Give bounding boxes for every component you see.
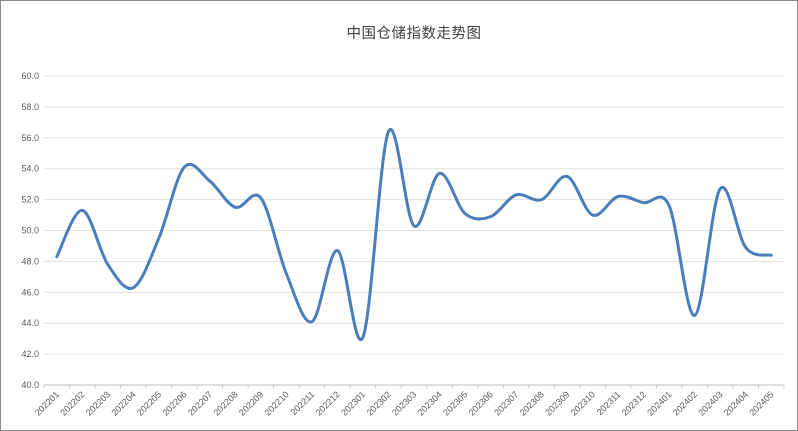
svg-text:202309: 202309: [543, 389, 571, 417]
x-axis-ticks: [43, 385, 785, 389]
svg-text:202305: 202305: [441, 389, 469, 417]
svg-text:44.0: 44.0: [21, 318, 39, 328]
svg-text:202405: 202405: [747, 389, 775, 417]
svg-text:202203: 202203: [84, 389, 112, 417]
svg-text:202206: 202206: [160, 389, 188, 417]
svg-text:202307: 202307: [492, 389, 520, 417]
index-line-series: [55, 127, 773, 342]
svg-text:52.0: 52.0: [21, 195, 39, 205]
y-axis-labels: 40.0 42.0 44.0 46.0 48.0 50.0 52.0 54.0 56.0 58.0…: [21, 71, 39, 390]
svg-text:48.0: 48.0: [21, 256, 39, 266]
svg-text:46.0: 46.0: [21, 287, 39, 297]
svg-text:202208: 202208: [211, 389, 239, 417]
svg-text:202210: 202210: [263, 389, 291, 417]
svg-text:202205: 202205: [135, 389, 163, 417]
x-axis: [43, 384, 785, 389]
svg-text:60.0: 60.0: [21, 71, 39, 81]
svg-text:202306: 202306: [467, 389, 495, 417]
chart-title: 中国仓储指数走势图: [346, 26, 482, 42]
svg-text:202308: 202308: [518, 389, 546, 417]
svg-text:202310: 202310: [569, 389, 597, 417]
svg-text:202301: 202301: [339, 389, 367, 417]
svg-text:202311: 202311: [595, 389, 623, 417]
svg-text:202211: 202211: [289, 389, 317, 417]
svg-text:202403: 202403: [696, 389, 724, 417]
svg-text:202204: 202204: [109, 389, 137, 417]
svg-text:50.0: 50.0: [21, 226, 39, 236]
svg-text:202201: 202201: [33, 389, 61, 417]
svg-text:202303: 202303: [390, 389, 418, 417]
svg-text:202402: 202402: [671, 389, 699, 417]
x-axis-labels: 2022012022022022032022042022052022062022…: [33, 389, 776, 417]
svg-text:58.0: 58.0: [21, 102, 39, 112]
svg-text:202212: 202212: [314, 389, 342, 417]
svg-text:54.0: 54.0: [21, 164, 39, 174]
svg-text:202404: 202404: [722, 389, 750, 417]
svg-text:202207: 202207: [186, 389, 214, 417]
svg-text:56.0: 56.0: [21, 133, 39, 143]
svg-text:42.0: 42.0: [21, 349, 39, 359]
svg-text:202304: 202304: [416, 389, 444, 417]
gridlines: [44, 75, 784, 355]
svg-text:202209: 202209: [237, 389, 265, 417]
svg-text:202302: 202302: [365, 389, 393, 417]
svg-text:202312: 202312: [620, 389, 648, 417]
svg-text:202401: 202401: [645, 389, 673, 417]
svg-text:202202: 202202: [58, 389, 86, 417]
svg-text:40.0: 40.0: [21, 380, 39, 390]
